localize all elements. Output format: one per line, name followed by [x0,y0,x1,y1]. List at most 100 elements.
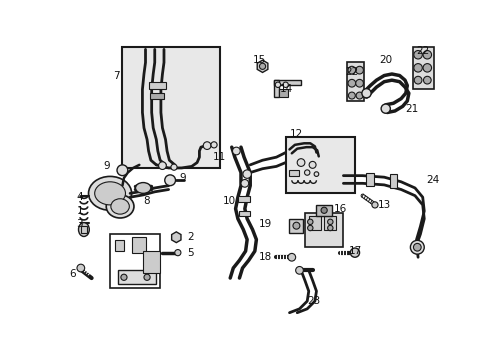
Text: 9: 9 [179,173,185,183]
Text: 12: 12 [289,129,302,139]
Text: 14: 14 [279,84,292,94]
Bar [118,270,156,284]
Circle shape [143,274,150,280]
Circle shape [327,219,332,225]
Bar [115,239,123,251]
Circle shape [232,147,240,155]
Text: 23: 23 [306,296,320,306]
Bar [122,47,220,168]
Circle shape [349,248,359,257]
Text: 7: 7 [112,71,119,81]
Circle shape [321,207,326,213]
Bar [239,211,250,216]
Circle shape [380,104,389,113]
Bar [366,172,373,186]
Circle shape [283,82,288,87]
Circle shape [307,225,312,231]
Bar [274,80,278,97]
Circle shape [119,167,125,173]
Bar [346,62,364,101]
Text: 9: 9 [103,161,110,171]
Text: 4: 4 [76,192,83,202]
Bar [81,226,87,233]
Circle shape [171,164,177,170]
Circle shape [371,202,377,208]
Text: 13: 13 [377,200,390,210]
Circle shape [292,222,299,229]
Circle shape [275,82,280,87]
Text: 11: 11 [212,152,225,162]
Circle shape [287,253,295,261]
Bar [308,216,321,230]
Polygon shape [257,60,267,72]
Text: 21: 21 [404,104,417,114]
Bar [278,89,287,97]
Polygon shape [171,232,181,243]
Text: 24: 24 [425,175,438,185]
Circle shape [355,66,363,74]
Circle shape [173,235,179,240]
Circle shape [135,184,143,192]
Circle shape [117,165,127,176]
Circle shape [327,225,332,231]
Circle shape [307,219,312,225]
Text: 3: 3 [76,219,83,229]
Bar [110,234,160,288]
Circle shape [355,92,362,99]
Bar [389,174,396,188]
Circle shape [413,76,421,84]
Bar [131,237,145,253]
Circle shape [210,142,217,148]
Text: 20: 20 [379,55,392,65]
Bar [148,82,165,89]
Circle shape [347,80,355,87]
Bar [324,216,336,230]
Ellipse shape [95,182,125,205]
Bar [119,167,125,173]
Text: 16: 16 [333,204,346,214]
Bar [305,213,343,247]
Circle shape [409,240,424,254]
Circle shape [347,66,355,74]
Circle shape [355,80,363,87]
Circle shape [174,249,181,256]
Circle shape [304,170,309,175]
Circle shape [423,76,430,84]
Circle shape [347,92,355,99]
Circle shape [313,172,318,176]
Ellipse shape [79,222,89,237]
Text: 1: 1 [76,206,83,216]
Circle shape [77,264,84,272]
Text: 5: 5 [187,248,193,258]
Circle shape [297,159,305,166]
Circle shape [413,243,420,251]
Circle shape [164,175,175,186]
Bar [238,195,250,202]
Ellipse shape [106,195,134,218]
Circle shape [167,177,173,183]
Circle shape [158,162,166,170]
Text: 19: 19 [258,219,271,229]
Bar [289,219,303,233]
Bar [285,137,354,193]
Bar [316,205,331,216]
Circle shape [422,50,431,59]
Text: 8: 8 [143,196,149,206]
Text: 18: 18 [258,252,271,262]
Ellipse shape [88,176,131,210]
Circle shape [308,161,315,168]
Bar [150,93,163,99]
Text: 15: 15 [253,55,266,65]
Circle shape [203,142,210,149]
Bar [289,170,298,176]
Circle shape [413,50,422,59]
Circle shape [259,63,265,69]
Circle shape [413,64,422,72]
Circle shape [121,274,127,280]
Circle shape [243,170,251,178]
Text: 22: 22 [416,46,429,56]
Text: 17: 17 [348,246,361,256]
Text: 10: 10 [222,196,235,206]
Circle shape [361,89,370,98]
Text: 22: 22 [345,67,358,77]
